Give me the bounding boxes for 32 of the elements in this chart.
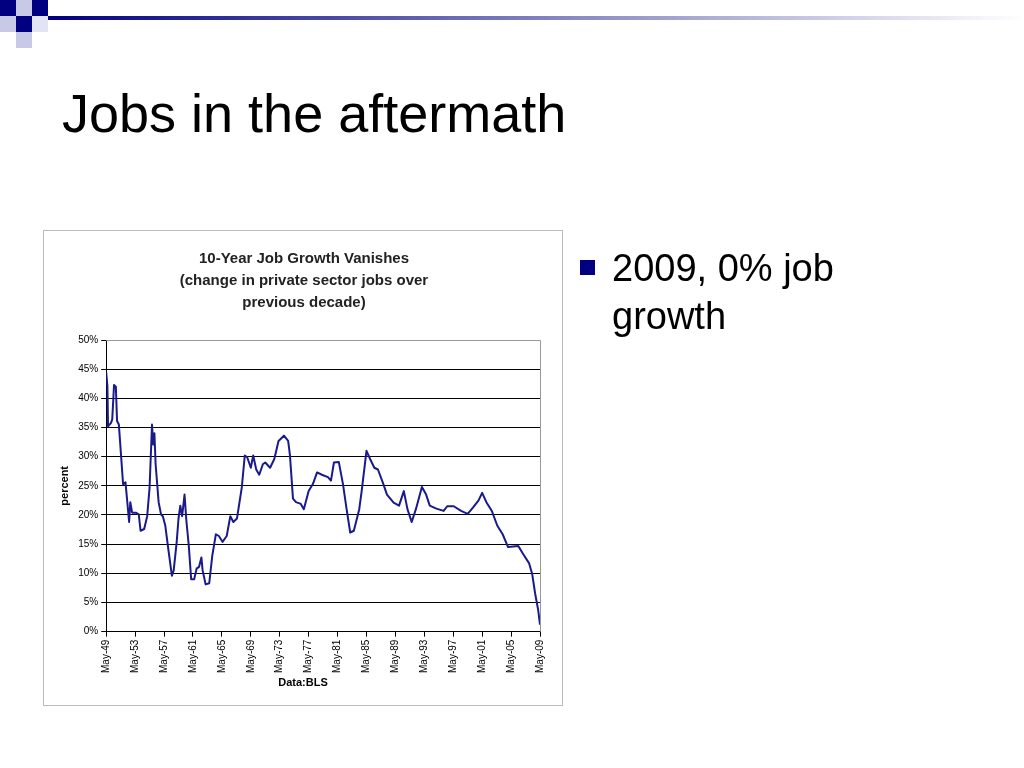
x-tick-label: May-49 xyxy=(99,639,111,674)
text: Data:BLS xyxy=(277,676,329,688)
y-tick-label: 10% xyxy=(78,567,99,579)
x-tick-label: May-57 xyxy=(157,639,169,674)
y-tick-label: 40% xyxy=(78,392,99,404)
y-tick-label: 35% xyxy=(78,421,99,433)
y-tick-label: 30% xyxy=(78,450,99,462)
y-tick-label: 20% xyxy=(78,508,99,520)
y-tick-label: 5% xyxy=(83,596,99,608)
y-tick-label: 50% xyxy=(78,333,99,345)
y-axis-title: percent xyxy=(57,465,70,506)
x-tick-label: May-09 xyxy=(533,639,545,674)
x-tick-label: May-93 xyxy=(418,639,430,674)
y-tick-label: 15% xyxy=(78,537,99,549)
chart-title: 10-Year Job Growth Vanishes (change in private sector jobs over previous decade) xyxy=(178,248,430,312)
x-tick-label: May-73 xyxy=(273,639,285,674)
text: Jobs in the aftermath xyxy=(62,82,567,144)
x-tick-label: May-53 xyxy=(128,639,140,674)
x-tick-label: May-81 xyxy=(331,639,343,674)
y-tick-label: 45% xyxy=(78,362,99,374)
x-tick-label: May-89 xyxy=(389,639,401,674)
y-tick-label: 0% xyxy=(83,625,99,637)
x-tick-label: May-05 xyxy=(504,639,516,674)
x-tick-label: May-85 xyxy=(360,639,372,674)
y-tick-label: 25% xyxy=(78,479,99,491)
text: 2009, 0% job growth xyxy=(612,247,834,337)
x-tick-label: May-97 xyxy=(446,639,458,674)
x-tick-label: May-69 xyxy=(244,639,256,674)
x-tick-label: May-61 xyxy=(186,639,198,674)
x-tick-label: May-65 xyxy=(215,639,227,674)
x-tick-label: May-77 xyxy=(302,639,314,674)
x-tick-label: May-01 xyxy=(475,639,487,674)
